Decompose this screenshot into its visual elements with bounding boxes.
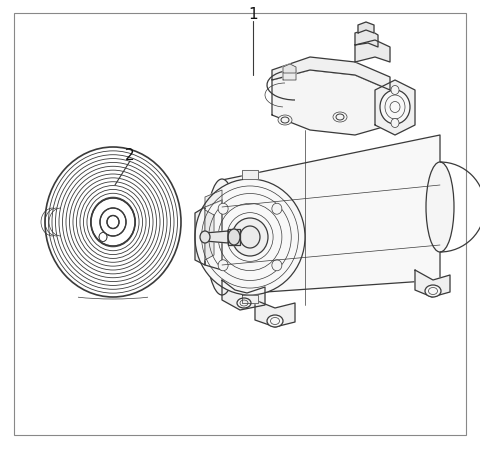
Polygon shape bbox=[255, 300, 295, 327]
Ellipse shape bbox=[425, 285, 441, 297]
Ellipse shape bbox=[333, 112, 347, 122]
Ellipse shape bbox=[380, 90, 410, 124]
Polygon shape bbox=[358, 22, 374, 33]
Polygon shape bbox=[283, 64, 296, 73]
Ellipse shape bbox=[218, 203, 228, 214]
Polygon shape bbox=[242, 170, 258, 179]
Ellipse shape bbox=[232, 218, 268, 256]
Polygon shape bbox=[272, 57, 390, 90]
Ellipse shape bbox=[100, 208, 126, 236]
Polygon shape bbox=[355, 40, 390, 62]
Polygon shape bbox=[355, 29, 378, 47]
Polygon shape bbox=[195, 207, 205, 265]
Polygon shape bbox=[205, 200, 222, 270]
Ellipse shape bbox=[426, 162, 454, 252]
Polygon shape bbox=[205, 231, 228, 243]
Polygon shape bbox=[222, 135, 440, 295]
Polygon shape bbox=[375, 80, 415, 135]
Ellipse shape bbox=[107, 215, 119, 228]
Ellipse shape bbox=[391, 119, 399, 127]
Text: 1: 1 bbox=[248, 7, 258, 22]
Ellipse shape bbox=[272, 260, 282, 271]
Ellipse shape bbox=[206, 179, 238, 295]
Polygon shape bbox=[415, 270, 450, 297]
Ellipse shape bbox=[391, 86, 399, 94]
Polygon shape bbox=[283, 70, 296, 80]
Polygon shape bbox=[228, 229, 240, 245]
Ellipse shape bbox=[237, 298, 251, 308]
Ellipse shape bbox=[278, 115, 292, 125]
Polygon shape bbox=[272, 70, 390, 135]
Ellipse shape bbox=[267, 315, 283, 327]
Ellipse shape bbox=[240, 226, 260, 248]
Polygon shape bbox=[205, 190, 222, 207]
Text: 2: 2 bbox=[125, 147, 135, 162]
Ellipse shape bbox=[195, 179, 305, 295]
Ellipse shape bbox=[272, 203, 282, 214]
Polygon shape bbox=[242, 295, 258, 303]
Ellipse shape bbox=[99, 232, 107, 241]
Polygon shape bbox=[222, 280, 265, 310]
Polygon shape bbox=[205, 210, 214, 260]
Ellipse shape bbox=[218, 260, 228, 271]
Ellipse shape bbox=[91, 198, 135, 246]
Ellipse shape bbox=[200, 231, 210, 243]
Ellipse shape bbox=[228, 229, 240, 245]
